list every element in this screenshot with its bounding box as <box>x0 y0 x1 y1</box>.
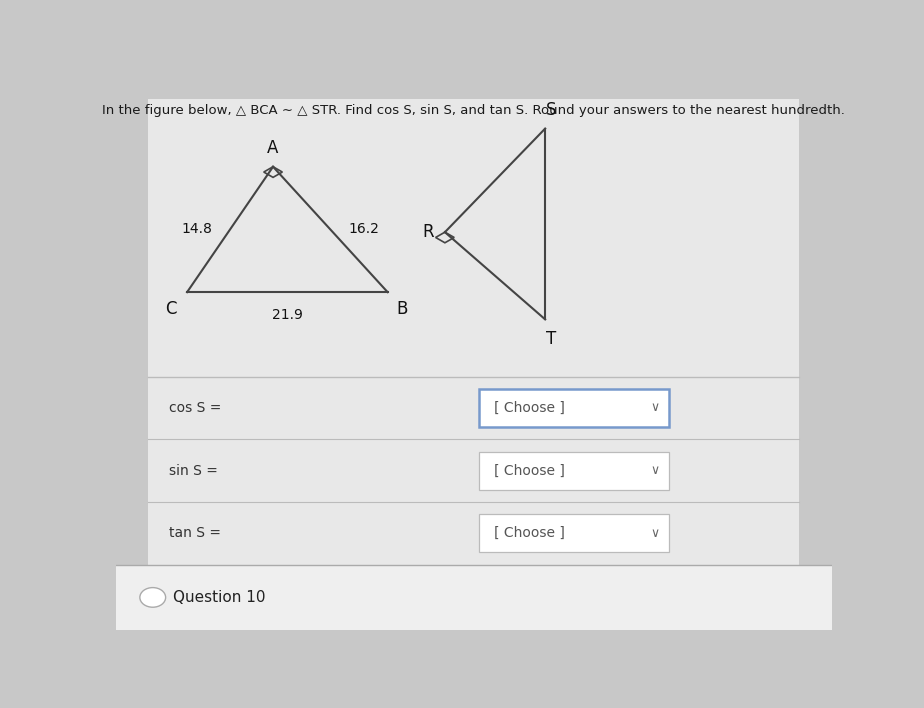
FancyBboxPatch shape <box>148 377 799 565</box>
Text: [ Choose ]: [ Choose ] <box>493 526 565 540</box>
Text: A: A <box>267 139 279 157</box>
Text: [ Choose ]: [ Choose ] <box>493 401 565 415</box>
FancyBboxPatch shape <box>479 515 669 552</box>
FancyBboxPatch shape <box>148 98 799 565</box>
Text: cos S =: cos S = <box>169 401 222 415</box>
Text: ∨: ∨ <box>650 401 660 414</box>
Text: R: R <box>422 223 434 241</box>
Text: C: C <box>164 300 176 319</box>
Text: [ Choose ]: [ Choose ] <box>493 464 565 478</box>
FancyBboxPatch shape <box>116 565 832 630</box>
Text: B: B <box>396 300 407 319</box>
Text: S: S <box>546 101 556 119</box>
Text: T: T <box>546 330 556 348</box>
Text: sin S =: sin S = <box>169 464 218 478</box>
FancyBboxPatch shape <box>479 452 669 489</box>
FancyBboxPatch shape <box>479 389 669 427</box>
Text: Question 10: Question 10 <box>173 590 265 605</box>
Text: 16.2: 16.2 <box>348 222 379 236</box>
Text: ∨: ∨ <box>650 464 660 477</box>
Text: 21.9: 21.9 <box>272 309 303 322</box>
Text: ∨: ∨ <box>650 527 660 540</box>
Text: tan S =: tan S = <box>169 526 221 540</box>
Text: 14.8: 14.8 <box>181 222 213 236</box>
Text: In the figure below, △ BCA ∼ △ STR. Find cos S, sin S, and tan S. Round your ans: In the figure below, △ BCA ∼ △ STR. Find… <box>103 104 845 117</box>
Circle shape <box>140 588 165 607</box>
